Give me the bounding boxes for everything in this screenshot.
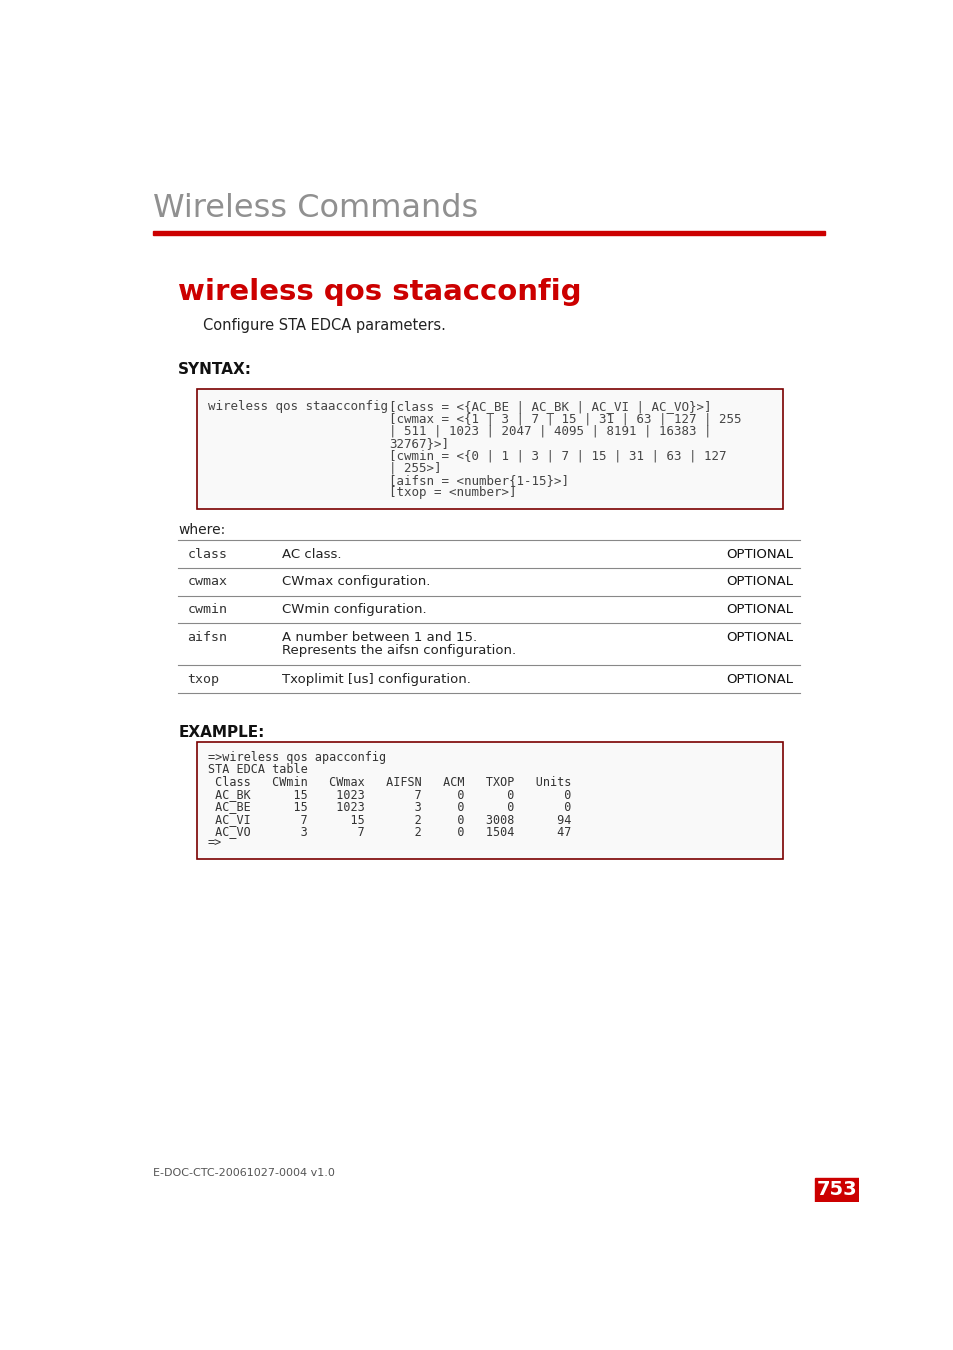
Text: [aifsn = <number{1-15}>]: [aifsn = <number{1-15}>] <box>389 474 568 487</box>
Text: [txop = <number>]: [txop = <number>] <box>389 486 516 500</box>
Bar <box>196 389 781 509</box>
Text: A number between 1 and 15.: A number between 1 and 15. <box>282 630 476 644</box>
Text: cwmax: cwmax <box>187 575 227 589</box>
Text: aifsn: aifsn <box>187 630 227 644</box>
Text: OPTIONAL: OPTIONAL <box>726 575 793 589</box>
Text: | 255>]: | 255>] <box>389 462 441 475</box>
Text: =>: => <box>208 837 222 850</box>
Bar <box>815 1179 858 1202</box>
Text: CWmax configuration.: CWmax configuration. <box>282 575 430 589</box>
Text: [cwmin = <{0 | 1 | 3 | 7 | 15 | 31 | 63 | 127: [cwmin = <{0 | 1 | 3 | 7 | 15 | 31 | 63 … <box>389 450 725 462</box>
Text: STA EDCA table: STA EDCA table <box>208 763 307 776</box>
Text: OPTIONAL: OPTIONAL <box>726 630 793 644</box>
Text: Txoplimit [us] configuration.: Txoplimit [us] configuration. <box>282 672 471 686</box>
Text: wireless qos staacconfig: wireless qos staacconfig <box>178 278 581 305</box>
Text: 753: 753 <box>816 1180 857 1199</box>
Text: [cwmax = <{1 | 3 | 7 | 15 | 31 | 63 | 127 | 255: [cwmax = <{1 | 3 | 7 | 15 | 31 | 63 | 12… <box>389 412 740 425</box>
Text: AC class.: AC class. <box>282 548 341 560</box>
Text: AC_BE      15    1023       3     0      0       0: AC_BE 15 1023 3 0 0 0 <box>208 801 571 813</box>
Bar <box>153 231 823 235</box>
Text: Wireless Commands: Wireless Commands <box>153 193 478 224</box>
Text: CWmin configuration.: CWmin configuration. <box>282 603 426 616</box>
Text: AC_VI       7      15       2     0   3008      94: AC_VI 7 15 2 0 3008 94 <box>208 813 571 826</box>
Text: Represents the aifsn configuration.: Represents the aifsn configuration. <box>282 644 516 657</box>
Text: [class = <{AC_BE | AC_BK | AC_VI | AC_VO}>]: [class = <{AC_BE | AC_BK | AC_VI | AC_VO… <box>389 400 711 413</box>
Text: where:: where: <box>178 524 225 537</box>
Text: Configure STA EDCA parameters.: Configure STA EDCA parameters. <box>203 317 445 332</box>
Text: cwmin: cwmin <box>187 603 227 616</box>
Text: =>wireless qos apacconfig: =>wireless qos apacconfig <box>208 751 385 764</box>
Bar <box>196 741 781 859</box>
Text: OPTIONAL: OPTIONAL <box>726 603 793 616</box>
Text: OPTIONAL: OPTIONAL <box>726 672 793 686</box>
Text: AC_VO       3       7       2     0   1504      47: AC_VO 3 7 2 0 1504 47 <box>208 825 571 838</box>
Text: SYNTAX:: SYNTAX: <box>178 362 252 377</box>
Text: 32767}>]: 32767}>] <box>389 437 449 450</box>
Text: Class   CWmin   CWmax   AIFSN   ACM   TXOP   Units: Class CWmin CWmax AIFSN ACM TXOP Units <box>208 776 571 788</box>
Text: | 511 | 1023 | 2047 | 4095 | 8191 | 16383 |: | 511 | 1023 | 2047 | 4095 | 8191 | 1638… <box>389 424 711 437</box>
Text: EXAMPLE:: EXAMPLE: <box>178 725 264 740</box>
Text: wireless qos staacconfig: wireless qos staacconfig <box>208 400 387 413</box>
Text: txop: txop <box>187 672 219 686</box>
Text: OPTIONAL: OPTIONAL <box>726 548 793 560</box>
Text: AC_BK      15    1023       7     0      0       0: AC_BK 15 1023 7 0 0 0 <box>208 788 571 801</box>
Text: E-DOC-CTC-20061027-0004 v1.0: E-DOC-CTC-20061027-0004 v1.0 <box>153 1168 335 1179</box>
Text: class: class <box>187 548 227 560</box>
